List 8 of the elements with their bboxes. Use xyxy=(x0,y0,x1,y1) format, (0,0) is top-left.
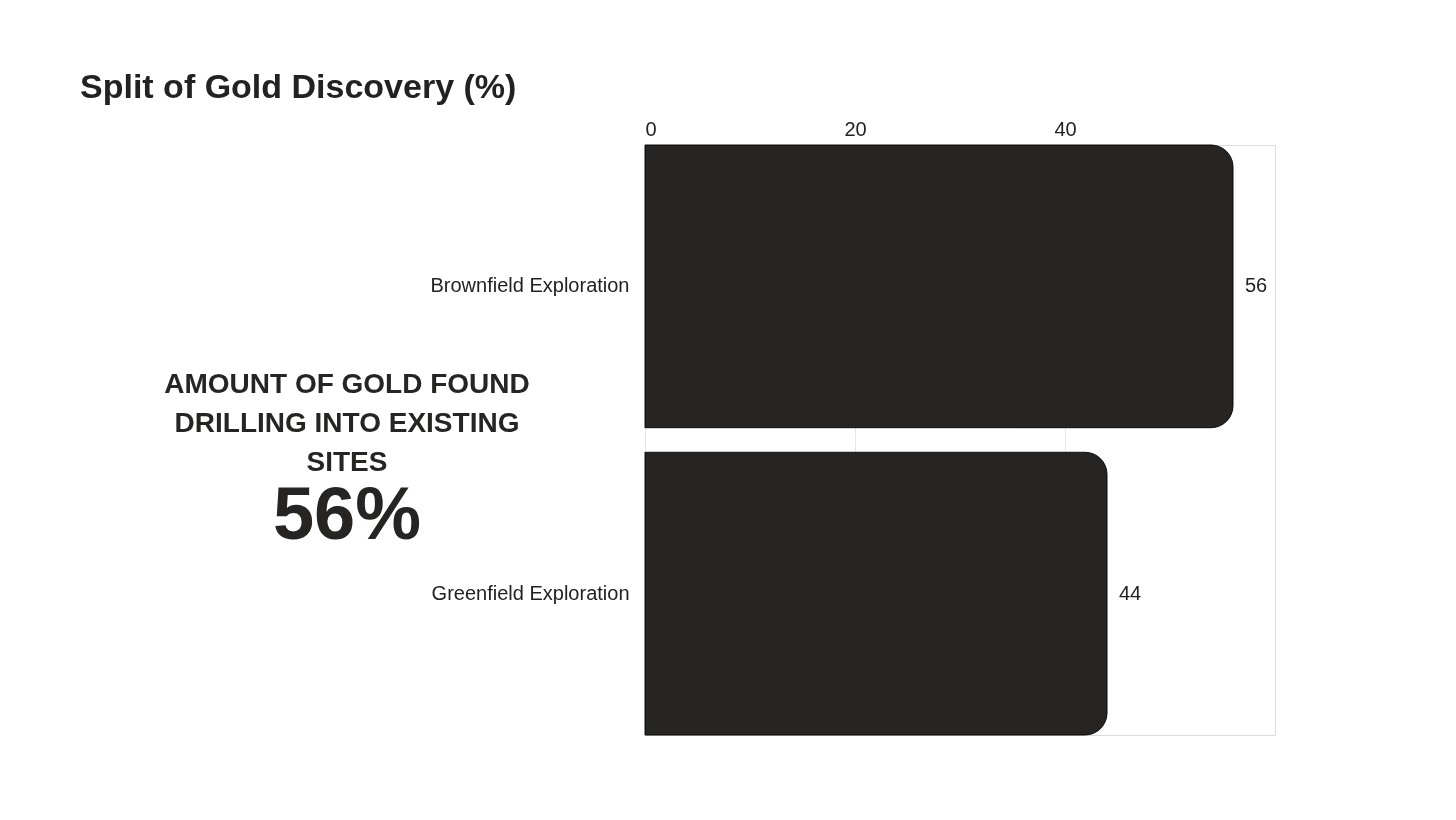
x-tick-label: 20 xyxy=(844,117,867,140)
x-tick-label: 0 xyxy=(645,117,657,140)
data-label: 56 xyxy=(1245,274,1268,297)
data-label: 44 xyxy=(1119,581,1142,604)
y-tick-label: Brownfield Exploration xyxy=(430,274,630,297)
x-tick-label: 40 xyxy=(1054,117,1077,140)
y-tick-label: Greenfield Exploration xyxy=(431,581,630,604)
text: Split of Gold Discovery (%) xyxy=(80,67,517,105)
